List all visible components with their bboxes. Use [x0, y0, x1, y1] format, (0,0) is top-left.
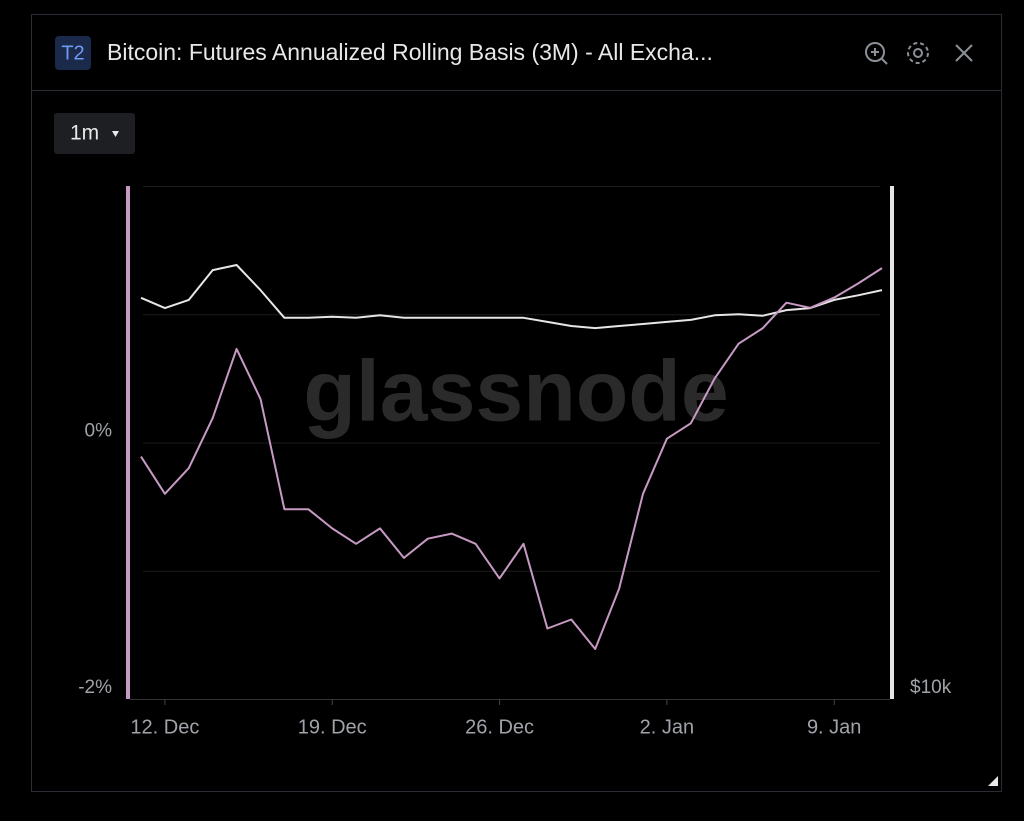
dropdown-caret	[112, 131, 119, 137]
y-tick-label: -2%	[78, 677, 112, 698]
interval-label: 1m	[70, 122, 99, 145]
settings-icon[interactable]	[907, 42, 929, 64]
x-tick-label: 2. Jan	[640, 716, 694, 738]
watermark: glassnode	[303, 344, 728, 440]
y2-tick-label: $10k	[910, 677, 952, 698]
badge: T2	[61, 42, 84, 64]
x-tick-label: 12. Dec	[130, 716, 199, 738]
x-tick-label: 19. Dec	[298, 716, 367, 738]
panel	[31, 14, 1002, 792]
x-tick-label: 26. Dec	[465, 716, 534, 738]
zoom-icon[interactable]	[865, 42, 888, 65]
right-axis-bar	[890, 186, 894, 699]
interval-button[interactable]	[54, 113, 135, 154]
series-line	[140, 267, 883, 650]
y-tick-label: 0%	[85, 421, 113, 442]
resize-handle[interactable]	[988, 776, 998, 786]
close-icon[interactable]	[955, 44, 973, 62]
x-tick-label: 9. Jan	[807, 716, 861, 738]
left-axis-bar	[126, 186, 130, 699]
chart-title: Bitcoin: Futures Annualized Rolling Basi…	[107, 39, 713, 65]
badge-bg	[55, 36, 91, 70]
series-line	[140, 264, 883, 330]
